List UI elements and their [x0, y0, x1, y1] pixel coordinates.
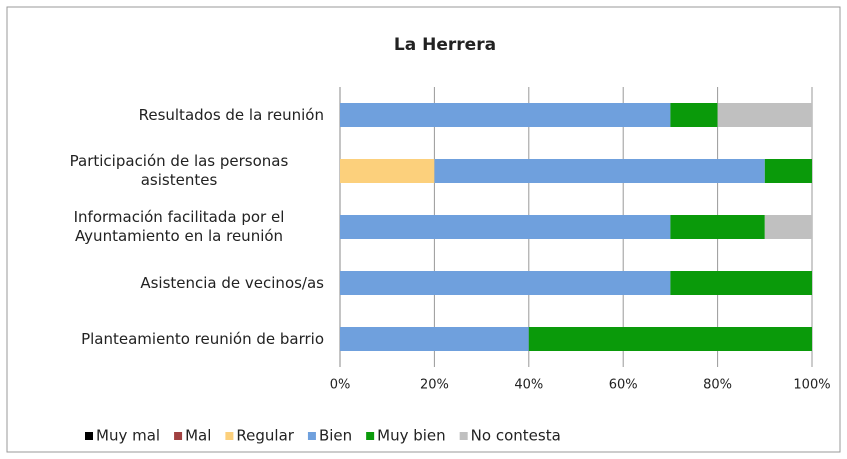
x-tick-label: 80%	[703, 378, 732, 393]
x-tick-label: 60%	[609, 378, 638, 393]
y-tick-label: Planteamiento reunión de barrio	[81, 329, 324, 348]
legend-swatch	[366, 432, 375, 440]
legend-label: Mal	[185, 427, 211, 445]
y-tick-label: Resultados de la reunión	[138, 105, 324, 124]
bar-segment	[670, 271, 812, 295]
legend-swatch	[85, 432, 93, 440]
legend-label: Muy mal	[96, 427, 160, 445]
bar-segment	[340, 215, 671, 239]
y-tick-label: Información facilitada por el Ayuntamien…	[73, 208, 285, 245]
x-tick-label: 0%	[330, 378, 351, 393]
y-tick-label-box: Resultados de la reunión	[4, 87, 324, 143]
y-tick-label: Asistencia de vecinos/as	[140, 273, 324, 292]
bar-segment	[340, 327, 529, 351]
legend-swatch	[307, 432, 316, 440]
bar-segment	[528, 327, 812, 351]
bar-segment	[764, 159, 812, 183]
legend-label: Muy bien	[377, 427, 446, 445]
x-tick-label: 20%	[420, 378, 449, 393]
x-tick-label: 40%	[514, 378, 543, 393]
y-tick-label: Participación de las personas asistentes	[69, 152, 289, 189]
y-tick-label-box: Planteamiento reunión de barrio	[4, 311, 324, 367]
legend-label: Bien	[319, 427, 352, 445]
y-tick-label-box: Asistencia de vecinos/as	[4, 255, 324, 311]
bar-segment	[340, 103, 671, 127]
y-tick-label-box: Participación de las personas asistentes	[4, 143, 324, 199]
legend-swatch	[225, 432, 234, 440]
legend-label: Regular	[236, 427, 294, 445]
y-tick-label-box: Información facilitada por el Ayuntamien…	[4, 199, 324, 255]
legend-swatch	[174, 432, 183, 440]
legend-label: No contesta	[471, 427, 561, 445]
x-tick-label: 100%	[793, 378, 830, 393]
bar-segment	[717, 103, 812, 127]
bar-segment	[340, 159, 435, 183]
bar-segment	[670, 103, 718, 127]
bar-segment	[434, 159, 765, 183]
bar-segment	[340, 271, 671, 295]
bar-segment	[670, 215, 765, 239]
legend-swatch	[459, 432, 468, 440]
chart-title: La Herrera	[394, 35, 496, 55]
bar-segment	[764, 215, 812, 239]
